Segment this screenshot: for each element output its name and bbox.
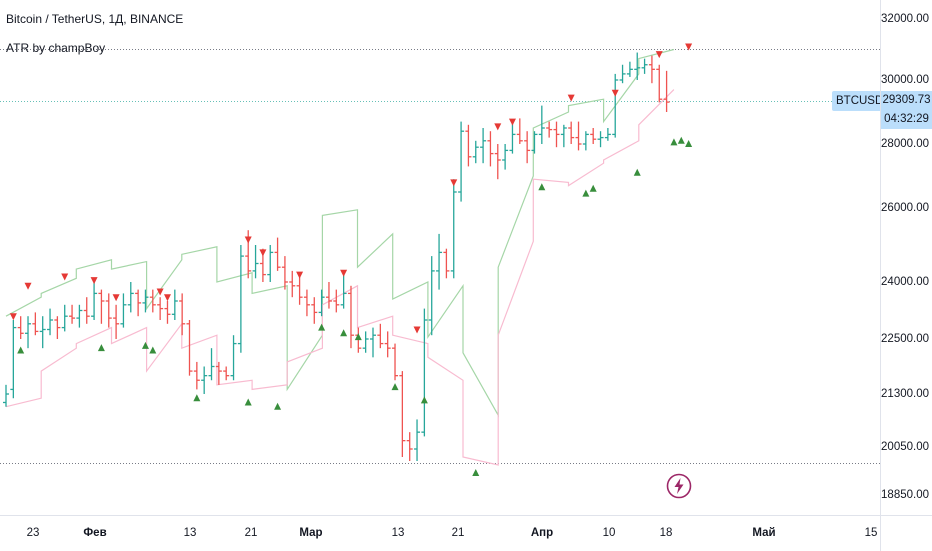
last-price-label: 29309.73 04:32:29 bbox=[881, 91, 932, 129]
price-tick-label: 18850.00 bbox=[881, 489, 929, 501]
buy-signal-marker-18 bbox=[677, 136, 685, 144]
sell-signal-marker-11 bbox=[413, 326, 421, 334]
buy-signal-marker-1 bbox=[97, 344, 105, 352]
buy-signal-marker-2 bbox=[141, 341, 149, 349]
price-tick-label: 28000.00 bbox=[881, 138, 929, 150]
sell-signal-marker-3 bbox=[90, 277, 98, 285]
last-price-value: 29309.73 bbox=[882, 94, 931, 106]
price-axis[interactable]: 32000.00 30000.00 28000.00 26000.00 24000.00… bbox=[880, 0, 932, 515]
sell-signal-marker-7 bbox=[244, 236, 252, 244]
chart-area[interactable]: Bitcoin / TetherUS, 1Д, BINANCE ATR by c… bbox=[0, 0, 880, 515]
buy-signal-marker-13 bbox=[538, 183, 546, 191]
buy-signal-marker-4 bbox=[193, 394, 201, 402]
sell-signal-marker-9 bbox=[296, 271, 304, 279]
buy-signal-marker-7 bbox=[318, 323, 326, 331]
indicator-legend[interactable]: ATR by champBoy bbox=[6, 41, 106, 55]
buy-signal-marker-14 bbox=[582, 189, 590, 197]
sell-signal-marker-1 bbox=[24, 282, 32, 290]
sell-signal-marker-4 bbox=[112, 294, 120, 302]
buy-signal-marker-19 bbox=[685, 140, 693, 147]
sell-signal-marker-0 bbox=[9, 313, 17, 321]
sell-signal-marker-5 bbox=[156, 288, 164, 296]
price-tick-label: 26000.00 bbox=[881, 202, 929, 214]
time-axis[interactable]: 23 Фев 13 21 Мар 13 21 Апр 10 18 Май 15 bbox=[0, 515, 880, 551]
time-tick-label: 23 bbox=[26, 527, 40, 539]
time-tick-label: 10 bbox=[602, 527, 616, 539]
buy-signal-marker-8 bbox=[340, 329, 348, 337]
sell-signal-marker-8 bbox=[259, 249, 267, 257]
sell-signal-marker-16 bbox=[611, 89, 619, 97]
bar-countdown: 04:32:29 bbox=[884, 113, 929, 125]
sell-signal-marker-13 bbox=[494, 123, 502, 131]
sell-signal-marker-14 bbox=[508, 118, 516, 126]
sell-signal-marker-18 bbox=[685, 43, 693, 51]
lightning-bolt-icon[interactable] bbox=[666, 473, 692, 499]
price-tick-label: 22500.00 bbox=[881, 333, 929, 345]
atr-upper-band bbox=[5, 48, 675, 418]
buy-signal-marker-0 bbox=[17, 346, 25, 354]
symbol-legend[interactable]: Bitcoin / TetherUS, 1Д, BINANCE bbox=[6, 12, 184, 26]
buy-signal-marker-10 bbox=[391, 383, 399, 391]
buy-signal-marker-6 bbox=[274, 402, 282, 410]
time-tick-label: Май bbox=[752, 527, 776, 539]
time-tick-label: 13 bbox=[183, 527, 197, 539]
buy-signal-marker-11 bbox=[420, 396, 428, 404]
price-chart[interactable] bbox=[0, 0, 880, 515]
sell-signal-marker-6 bbox=[163, 294, 171, 302]
time-tick-label: Апр bbox=[530, 527, 554, 539]
symbol-price-label: BTCUSDT bbox=[832, 91, 895, 111]
sell-signal-marker-10 bbox=[340, 269, 348, 277]
price-tick-label: 20050.00 bbox=[881, 441, 929, 453]
buy-signal-marker-12 bbox=[472, 469, 480, 476]
time-tick-label: 15 bbox=[864, 527, 878, 539]
buy-signal-marker-16 bbox=[633, 168, 641, 176]
price-tick-label: 30000.00 bbox=[881, 74, 929, 86]
sell-signal-marker-12 bbox=[450, 179, 458, 187]
buy-signal-marker-9 bbox=[354, 333, 362, 341]
price-tick-label: 21300.00 bbox=[881, 388, 929, 400]
time-tick-label: 13 bbox=[391, 527, 405, 539]
buy-signal-marker-17 bbox=[670, 138, 678, 146]
time-tick-label: 21 bbox=[244, 527, 258, 539]
axis-corner bbox=[880, 515, 932, 551]
price-tick-label: 24000.00 bbox=[881, 276, 929, 288]
time-tick-label: 18 bbox=[659, 527, 673, 539]
sell-signal-marker-15 bbox=[567, 94, 575, 102]
time-tick-label: Мар bbox=[299, 527, 323, 539]
price-tick-label: 32000.00 bbox=[881, 13, 929, 25]
buy-signal-marker-5 bbox=[244, 398, 252, 406]
atr-lower-band bbox=[5, 89, 675, 466]
buy-signal-marker-3 bbox=[149, 346, 157, 354]
sell-signal-marker-17 bbox=[655, 51, 663, 59]
time-tick-label: 21 bbox=[451, 527, 465, 539]
buy-signal-marker-15 bbox=[589, 184, 597, 192]
time-tick-label: Фев bbox=[83, 527, 107, 539]
sell-signal-marker-2 bbox=[61, 273, 69, 281]
